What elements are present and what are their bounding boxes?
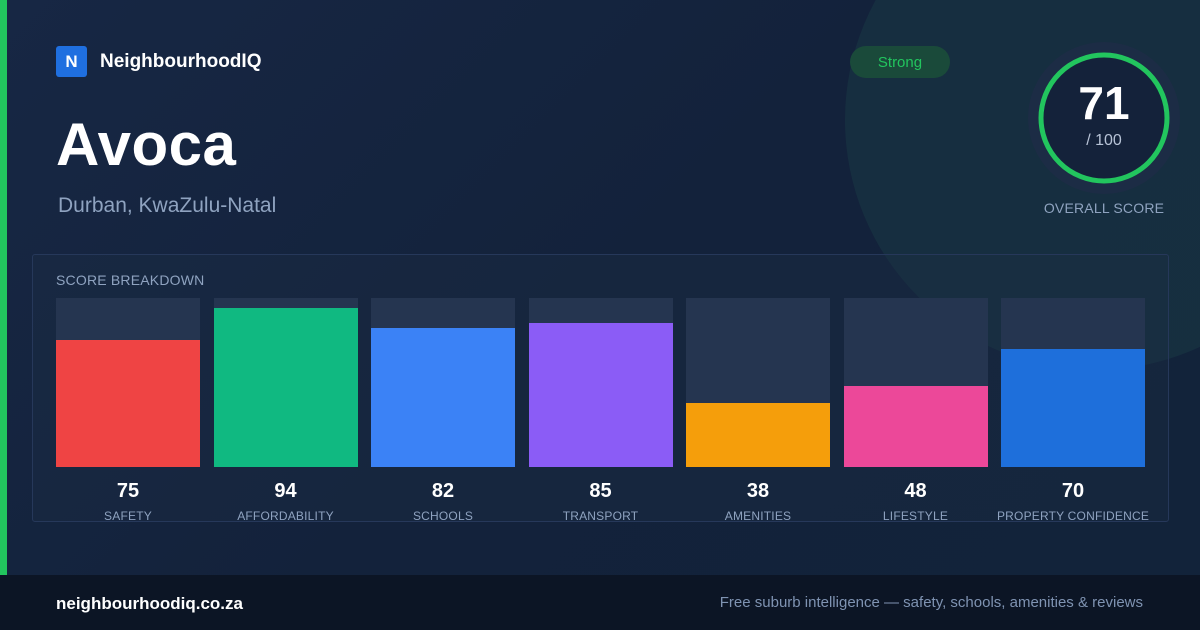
bar-value: 75: [116, 480, 140, 502]
bar-lifestyle: 48 LIFESTYLE: [843, 298, 988, 523]
bar-value: 70: [1061, 480, 1085, 502]
bar-property-confidence: 70 PROPERTY CONFIDENCE: [997, 298, 1149, 523]
brand-logo-icon: N: [56, 46, 87, 77]
bar-fill: [528, 323, 673, 467]
score-ring-icon: [1028, 42, 1180, 194]
bar-fill: [686, 403, 830, 467]
brand: N NeighbourhoodIQ: [56, 46, 261, 77]
footer-tagline: Free suburb intelligence — safety, schoo…: [719, 594, 1143, 611]
bar-label: PROPERTY CONFIDENCE: [996, 509, 1150, 523]
bar-affordability: 94 AFFORDABILITY: [213, 298, 358, 523]
bar-track: [56, 298, 200, 467]
bar-label: SAFETY: [104, 509, 152, 523]
bar-fill: [843, 386, 988, 467]
overall-score-label: OVERALL SCORE: [1043, 200, 1165, 216]
bar-track: [1001, 298, 1145, 467]
rating-badge: Strong: [850, 46, 950, 78]
bar-value: 48: [904, 480, 927, 502]
breakdown-title: SCORE BREAKDOWN: [56, 272, 205, 288]
bar-value: 94: [274, 480, 297, 502]
brand-name: NeighbourhoodIQ: [100, 50, 262, 72]
bar-fill: [371, 328, 515, 467]
bar-label: AFFORDABILITY: [237, 509, 334, 523]
footer: neighbourhoodiq.co.za Free suburb intell…: [0, 575, 1200, 630]
bar-track: [843, 298, 988, 467]
bar-value: 82: [431, 480, 455, 502]
score-ring-arc: [1038, 52, 1170, 184]
overall-score-denominator: / 100: [1086, 132, 1122, 149]
bar-track: [528, 298, 673, 467]
suburb-location: Durban, KwaZulu-Natal: [58, 194, 277, 217]
bar-track: [371, 298, 515, 467]
bar-label: TRANSPORT: [562, 509, 639, 523]
bar-track: [213, 298, 358, 467]
overall-score-value: 71: [1078, 77, 1130, 129]
bar-fill: [56, 340, 200, 467]
footer-url[interactable]: neighbourhoodiq.co.za: [56, 594, 243, 613]
bar-label: AMENITIES: [724, 509, 792, 523]
bar-fill: [1001, 349, 1145, 467]
bar-track: [686, 298, 830, 467]
bar-transport: 85 TRANSPORT: [528, 298, 673, 523]
bar-value: 38: [746, 480, 770, 502]
overall-score: 71 / 100: [1028, 42, 1180, 194]
score-breakdown-panel: SCORE BREAKDOWN 75 SAFETY 94 AFFORDABILITY 8…: [32, 254, 1169, 523]
bar-label: LIFESTYLE: [882, 509, 949, 523]
bar-value: 85: [589, 480, 612, 502]
bar-schools: 82 SCHOOLS: [371, 298, 515, 523]
accent-bar: [0, 0, 7, 575]
bar-safety: 75 SAFETY: [56, 298, 200, 523]
bar-label: SCHOOLS: [412, 509, 474, 523]
bar-amenities: 38 AMENITIES: [686, 298, 830, 523]
suburb-title: Avoca: [56, 111, 237, 178]
bar-fill: [213, 308, 358, 467]
